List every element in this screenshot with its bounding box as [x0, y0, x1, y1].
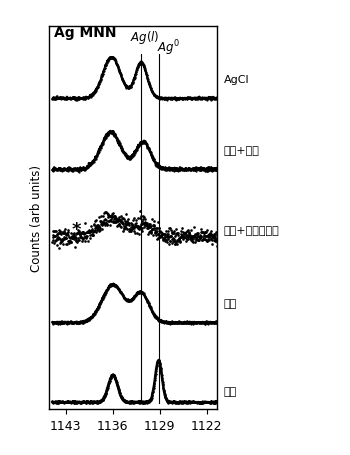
Text: 敷料: 敷料	[224, 298, 237, 308]
Text: AgCl: AgCl	[224, 75, 250, 85]
Text: 银箔: 银箔	[224, 386, 237, 396]
Text: *: *	[71, 220, 81, 238]
Text: 敷料+汗液: 敷料+汗液	[224, 146, 260, 156]
Text: $\mathit{Ag(l)}$: $\mathit{Ag(l)}$	[130, 29, 159, 46]
Text: Ag MNN: Ag MNN	[54, 26, 116, 40]
Y-axis label: Counts (arb units): Counts (arb units)	[30, 165, 43, 272]
Text: 敷料+伤口渗出液: 敷料+伤口渗出液	[224, 226, 280, 236]
Text: $\mathit{Ag^0}$: $\mathit{Ag^0}$	[157, 38, 181, 58]
